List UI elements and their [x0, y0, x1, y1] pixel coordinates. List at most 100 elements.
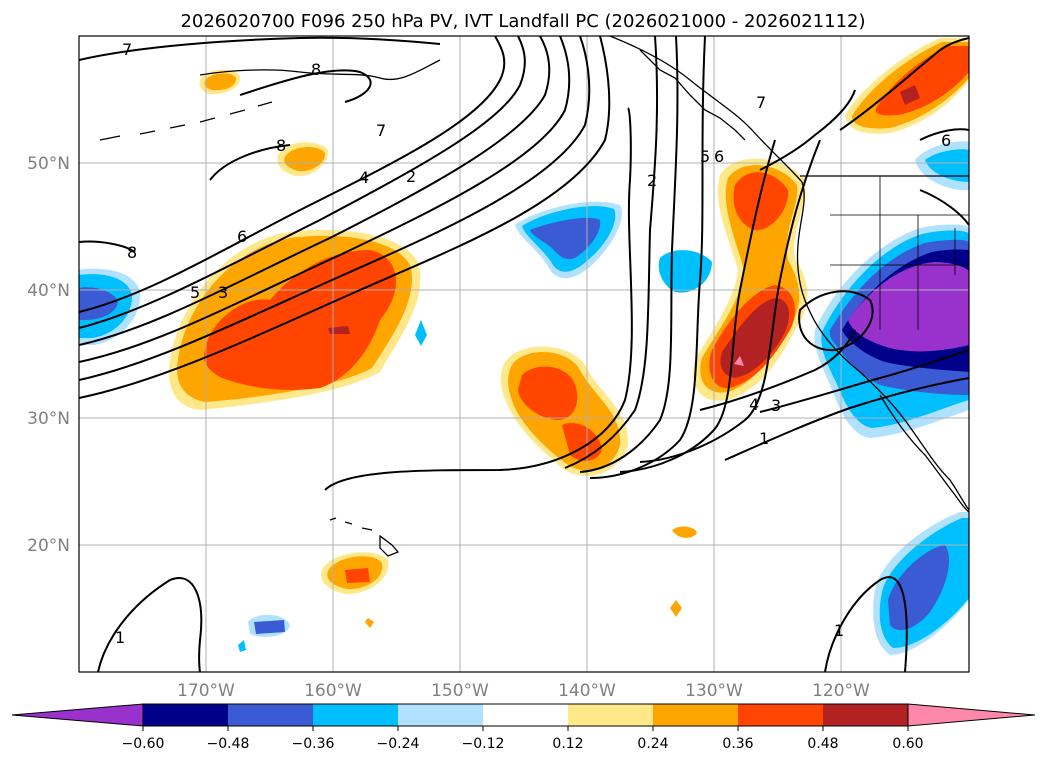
positive-anomaly-westcentral-core — [204, 250, 397, 390]
pv-contours — [79, 36, 969, 672]
colorbar-segment — [228, 704, 313, 726]
map-panel: 7 8 8 7 4 2 6 5 3 8 2 5 6 7 4 3 1 1 1 6 — [78, 35, 970, 673]
colorbar-tick-label: −0.24 — [377, 736, 420, 752]
contour-label-1-southeast: 1 — [834, 621, 844, 640]
contour-label-4-trough: 4 — [359, 168, 369, 187]
pv-contour-trough-3 — [79, 36, 551, 346]
colorbar-segment — [568, 704, 653, 726]
positive-anomaly-eastpacific-max — [734, 356, 744, 366]
positive-anomaly-small-1 — [672, 526, 697, 538]
positive-anomaly-small-2 — [670, 600, 682, 617]
pv-contour-northeast — [839, 37, 969, 131]
latitude-labels: 20°N 30°N 40°N 50°N — [27, 154, 70, 556]
north-america-west-coast — [609, 36, 969, 511]
pv-contour-inner-east — [919, 189, 969, 226]
lon-label-170w: 170°W — [177, 681, 235, 701]
contour-label-6-northeast: 6 — [941, 131, 951, 150]
pv-contour-7 — [79, 36, 441, 61]
pv-contour-east-1-south — [824, 576, 908, 672]
pv-contour-8-west — [79, 240, 136, 253]
pv-contour-trough-1 — [79, 36, 506, 313]
baja-peninsula — [879, 394, 969, 513]
positive-anomaly-midpacific-core2 — [562, 422, 602, 461]
pv-contour-trough-2 — [79, 36, 526, 329]
negative-anomaly-small-4 — [238, 640, 246, 652]
longitude-labels: 170°W 160°W 150°W 140°W 130°W 120°W — [177, 681, 870, 701]
positive-anomaly-alaska-mid — [204, 73, 237, 91]
contour-label-4-east: 4 — [749, 395, 759, 414]
contour-label-1-east: 1 — [759, 429, 769, 448]
colorbar-segment — [738, 704, 823, 726]
pv-contour-ridge-east-3 — [589, 36, 706, 479]
lat-label-50n: 50°N — [27, 154, 70, 174]
hawaii-islands — [329, 517, 400, 557]
positive-anomaly-eastpacific-core — [733, 172, 789, 231]
positive-anomaly-midpacific-core — [518, 366, 578, 420]
colorbar-tick-label: 0.60 — [892, 736, 923, 752]
contour-label-8-aleutian: 8 — [276, 136, 286, 155]
negative-anomaly-northcentral-core — [530, 217, 601, 260]
lon-label-140w: 140°W — [558, 681, 616, 701]
pv-contour-west-1-south — [97, 577, 203, 672]
positive-anomaly-northeast-peak — [900, 85, 920, 105]
colorbar-tick-label: −0.60 — [122, 736, 165, 752]
pv-contour-ridge-north — [759, 89, 856, 171]
map-frame — [78, 35, 970, 673]
pv-contour-ridge-east-1 — [564, 36, 659, 469]
colorbar-tick-label: −0.48 — [207, 736, 250, 752]
contour-label-7-ridge: 7 — [756, 93, 766, 112]
contour-label-5-ridge: 5 — [700, 147, 710, 166]
lat-label-20n: 20°N — [27, 536, 70, 556]
negative-anomaly-southwest-peak — [848, 262, 969, 352]
pv-contour-trough-6 — [79, 36, 611, 399]
lon-label-120w: 120°W — [812, 681, 870, 701]
colorbar-tick-label: 0.24 — [637, 736, 668, 752]
negative-anomaly-small-3-core — [254, 620, 285, 634]
negative-anomaly-southeast-core — [888, 545, 950, 631]
lon-label-130w: 130°W — [685, 681, 743, 701]
positive-anomaly-aleutian-mid — [284, 147, 326, 172]
lat-label-30n: 30°N — [27, 409, 70, 429]
colorbar-tick-label: 0.36 — [722, 736, 753, 752]
lon-label-150w: 150°W — [431, 681, 489, 701]
us-state-borders — [830, 176, 969, 330]
colorbar-segment — [653, 704, 738, 726]
pv-contour-trough-4 — [79, 36, 571, 363]
pv-contour-east-7 — [919, 128, 969, 141]
colorbar-segment — [143, 704, 228, 726]
alaska-coast — [199, 59, 441, 80]
colorbar-segments — [11, 703, 1036, 727]
colorbar-tick-label: −0.12 — [462, 736, 505, 752]
contour-label-3-west: 3 — [218, 283, 228, 302]
contour-label-5-west: 5 — [190, 283, 200, 302]
positive-anomaly-northeast-core — [875, 46, 969, 116]
coastlines — [99, 36, 969, 557]
map-title: 2026020700 F096 250 hPa PV, IVT Landfall… — [180, 11, 865, 32]
contour-label-8-alaska: 8 — [311, 60, 321, 79]
positive-anomaly-hawaii-core — [345, 568, 370, 583]
negative-anomaly-northeast-small-mid — [925, 149, 969, 182]
contour-labels: 7 8 8 7 4 2 6 5 3 8 2 5 6 7 4 3 1 1 1 6 — [115, 40, 951, 647]
pv-contour-ridge-2 — [324, 107, 633, 491]
positive-anomaly-eastpacific-peak — [720, 298, 790, 378]
gridlines — [79, 36, 969, 672]
pv-contour-east-1 — [724, 377, 969, 461]
positive-anomaly-small-3 — [365, 618, 374, 628]
colorbar-tick-label: −0.36 — [292, 736, 335, 752]
colorbar-segment — [483, 704, 568, 726]
contour-label-7-trough: 7 — [376, 121, 386, 140]
colorbar-segment — [313, 704, 398, 726]
contour-label-3-east: 3 — [771, 396, 781, 415]
pv-contour-ridge-east-2 — [579, 36, 679, 473]
negative-anomaly-small-2 — [415, 320, 427, 346]
contour-label-2-trough: 2 — [406, 167, 416, 186]
pv-contour-east-ring — [798, 290, 874, 352]
aleutian-islands — [99, 101, 273, 141]
colorbar: −0.60 −0.48 −0.36 −0.24 −0.12 0.12 0.24 0.36 0.4… — [11, 703, 1036, 752]
pv-contour-trough-5 — [79, 36, 591, 381]
pv-contour-ridge-east-5 — [639, 139, 821, 463]
contour-label-1-southwest: 1 — [115, 628, 125, 647]
canada-coast-islands — [639, 49, 746, 141]
lon-label-160w: 160°W — [304, 681, 362, 701]
